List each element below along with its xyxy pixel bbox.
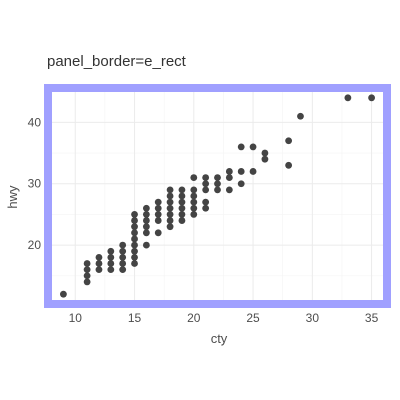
y-axis-title: hwy: [5, 185, 20, 209]
data-point: [285, 137, 293, 145]
data-point: [261, 149, 269, 157]
data-point: [60, 290, 67, 298]
data-point: [225, 174, 233, 181]
data-point: [119, 241, 127, 249]
data-point: [166, 217, 174, 224]
data-point: [83, 260, 91, 267]
x-tick-label: 10: [69, 311, 83, 325]
data-point: [190, 198, 198, 206]
data-point: [190, 186, 198, 194]
data-point: [368, 94, 375, 102]
data-point: [131, 217, 138, 224]
chart-title: panel_border=e_rect: [47, 53, 187, 70]
data-point: [190, 192, 198, 200]
data-point: [190, 204, 198, 212]
data-point: [154, 229, 162, 237]
data-point: [154, 217, 162, 224]
data-point: [95, 266, 103, 274]
data-point: [202, 186, 210, 194]
data-point: [154, 211, 162, 218]
data-point: [131, 247, 138, 255]
data-point: [166, 198, 174, 206]
x-tick-label: 35: [365, 311, 379, 325]
data-point: [131, 235, 138, 243]
data-point: [261, 155, 269, 163]
data-point: [107, 247, 115, 255]
data-point: [178, 198, 186, 206]
data-point: [225, 186, 233, 194]
data-point: [178, 192, 186, 200]
data-point: [131, 223, 138, 231]
y-tick-label: 20: [28, 238, 42, 252]
data-point: [131, 260, 138, 267]
data-point: [119, 260, 127, 267]
data-point: [285, 161, 293, 169]
data-point: [131, 253, 138, 261]
data-point: [83, 278, 91, 286]
data-point: [344, 94, 352, 102]
data-point: [142, 211, 150, 218]
data-point: [142, 217, 150, 224]
data-point: [166, 211, 174, 218]
data-point: [202, 198, 210, 206]
data-point: [225, 168, 233, 175]
data-point: [190, 174, 198, 181]
data-point: [178, 217, 186, 224]
x-tick-label: 20: [187, 311, 201, 325]
data-point: [178, 204, 186, 212]
data-point: [166, 223, 174, 231]
data-point: [119, 247, 127, 255]
data-point: [249, 143, 257, 151]
data-point: [83, 266, 91, 274]
data-point: [95, 253, 103, 261]
data-point: [237, 143, 245, 151]
data-point: [107, 260, 115, 267]
data-point: [131, 229, 138, 237]
data-point: [166, 192, 174, 200]
data-point: [131, 211, 138, 218]
y-tick-label: 40: [28, 115, 42, 129]
data-point: [131, 241, 138, 249]
data-point: [154, 198, 162, 206]
data-points: [60, 94, 375, 298]
data-point: [178, 186, 186, 194]
data-point: [249, 168, 257, 175]
data-point: [107, 253, 115, 261]
data-point: [142, 204, 150, 212]
data-point: [142, 229, 150, 237]
data-point: [202, 180, 210, 188]
data-point: [202, 204, 210, 212]
data-point: [166, 186, 174, 194]
data-point: [190, 211, 198, 218]
data-point: [178, 211, 186, 218]
data-point: [166, 204, 174, 212]
data-point: [237, 168, 245, 175]
data-point: [214, 180, 221, 188]
data-point: [83, 272, 91, 280]
data-point: [95, 260, 103, 267]
data-point: [142, 223, 150, 231]
x-tick-label: 15: [128, 311, 142, 325]
data-point: [297, 112, 304, 120]
x-tick-label: 30: [306, 311, 320, 325]
y-axis-ticks: 20 30 40: [28, 115, 42, 252]
panel-border: [44, 84, 391, 308]
x-axis-ticks: 10 15 20 25 30 35: [69, 311, 379, 325]
x-axis-title: cty: [211, 331, 228, 346]
x-tick-label: 25: [246, 311, 260, 325]
data-point: [214, 174, 221, 181]
data-point: [142, 241, 150, 249]
data-point: [119, 253, 127, 261]
y-tick-label: 30: [28, 177, 42, 191]
data-point: [119, 266, 127, 274]
data-point: [107, 266, 115, 274]
data-point: [202, 174, 210, 181]
data-point: [237, 180, 245, 188]
data-point: [214, 186, 221, 194]
data-point: [154, 204, 162, 212]
